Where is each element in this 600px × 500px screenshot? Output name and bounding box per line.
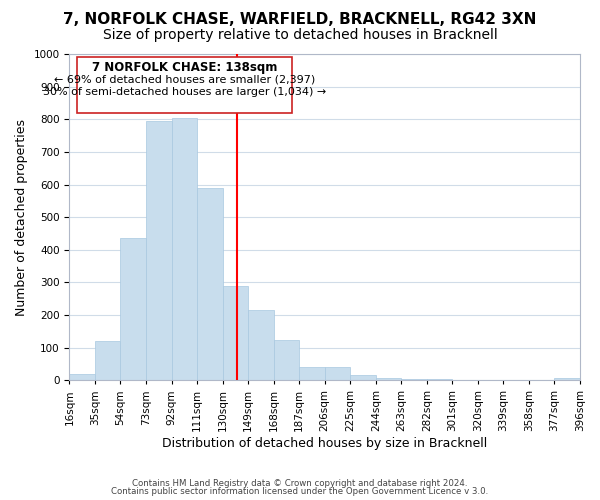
Bar bbox=[350, 376, 376, 380]
Y-axis label: Number of detached properties: Number of detached properties bbox=[15, 118, 28, 316]
Bar bbox=[197, 188, 223, 380]
Text: Contains public sector information licensed under the Open Government Licence v : Contains public sector information licen… bbox=[112, 487, 488, 496]
X-axis label: Distribution of detached houses by size in Bracknell: Distribution of detached houses by size … bbox=[162, 437, 487, 450]
Text: Contains HM Land Registry data © Crown copyright and database right 2024.: Contains HM Land Registry data © Crown c… bbox=[132, 478, 468, 488]
Bar bbox=[401, 378, 427, 380]
Bar bbox=[274, 340, 299, 380]
Bar bbox=[299, 367, 325, 380]
Text: ← 69% of detached houses are smaller (2,397): ← 69% of detached houses are smaller (2,… bbox=[53, 74, 315, 85]
Bar bbox=[376, 378, 401, 380]
Bar bbox=[146, 121, 172, 380]
Text: Size of property relative to detached houses in Bracknell: Size of property relative to detached ho… bbox=[103, 28, 497, 42]
Bar bbox=[121, 238, 146, 380]
Bar bbox=[554, 378, 580, 380]
Text: 7, NORFOLK CHASE, WARFIELD, BRACKNELL, RG42 3XN: 7, NORFOLK CHASE, WARFIELD, BRACKNELL, R… bbox=[64, 12, 536, 28]
Bar bbox=[248, 310, 274, 380]
Bar bbox=[325, 367, 350, 380]
Bar bbox=[70, 374, 95, 380]
Text: 7 NORFOLK CHASE: 138sqm: 7 NORFOLK CHASE: 138sqm bbox=[92, 60, 277, 74]
Bar bbox=[223, 286, 248, 380]
Bar bbox=[172, 118, 197, 380]
Text: 30% of semi-detached houses are larger (1,034) →: 30% of semi-detached houses are larger (… bbox=[43, 87, 326, 97]
FancyBboxPatch shape bbox=[77, 58, 292, 112]
Bar bbox=[95, 341, 121, 380]
